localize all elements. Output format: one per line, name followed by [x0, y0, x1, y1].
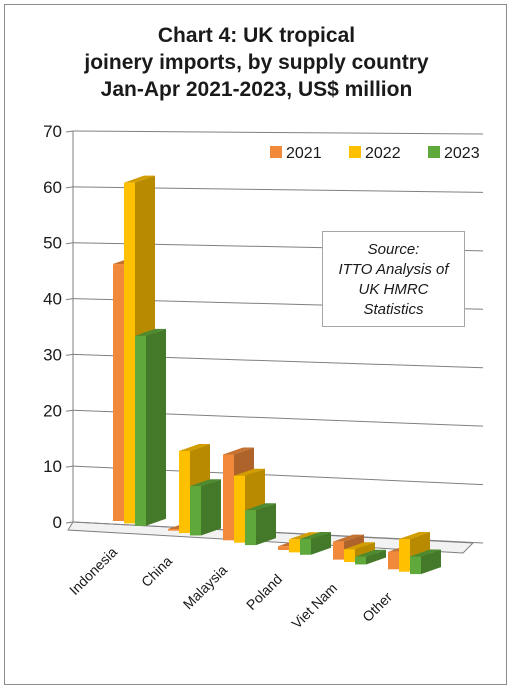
- y-tick-mark: [65, 130, 74, 133]
- chart-title-line-2: joinery imports, by supply country: [84, 51, 429, 74]
- y-tick-mark: [65, 465, 74, 468]
- legend-swatch-2023: [428, 146, 440, 158]
- source-line-1: Source:: [367, 241, 420, 258]
- chart-title: Chart 4: UK tropical joinery imports, by…: [0, 22, 513, 103]
- legend-swatch-2022: [349, 146, 361, 158]
- gridline: [72, 130, 484, 135]
- legend-label-2023: 2023: [444, 145, 480, 162]
- legend-label-2022: 2022: [365, 145, 401, 162]
- bars: [113, 175, 441, 575]
- y-tick-label: 40: [43, 290, 62, 309]
- chart-title-line-3: Jan-Apr 2021-2023, US$ million: [100, 78, 413, 101]
- y-tick-mark: [65, 409, 74, 412]
- chart-title-line-1: Chart 4: UK tropical: [157, 24, 356, 47]
- y-tick-label: 60: [43, 178, 62, 197]
- legend: 2021 2022 2023: [270, 145, 480, 162]
- bar-indonesia-2023: [135, 328, 166, 526]
- bar-malaysia-2023: [245, 503, 276, 546]
- y-tick-mark: [65, 353, 74, 356]
- x-tick-label: China: [138, 553, 175, 590]
- y-tick-label: 70: [43, 122, 62, 141]
- x-tick-label: Indonesia: [66, 544, 120, 598]
- source-annotation: Source: ITTO Analysis of UK HMRC Statist…: [322, 231, 465, 327]
- source-line-3: UK HMRC: [358, 281, 429, 298]
- y-tick-mark: [65, 521, 74, 524]
- x-tick-label: Viet Nam: [288, 580, 340, 632]
- y-tick-mark: [65, 186, 74, 189]
- y-tick-label: 10: [43, 457, 62, 476]
- y-tick-label: 0: [53, 513, 62, 532]
- y-tick-label: 20: [43, 401, 62, 420]
- source-line-4: Statistics: [363, 301, 424, 318]
- y-tick-mark: [65, 242, 74, 245]
- source-line-2: ITTO Analysis of: [338, 261, 449, 278]
- y-axis-ticks: 0 10 20 30 40 50 60 70: [43, 122, 62, 532]
- y-tick-mark: [65, 298, 74, 301]
- legend-label-2021: 2021: [286, 145, 322, 162]
- bar-viet-nam-2023: [355, 549, 386, 565]
- bar-poland-2023: [300, 532, 331, 555]
- legend-swatch-2021: [270, 146, 282, 158]
- y-tick-label: 30: [43, 345, 62, 364]
- bar-other-2023: [410, 549, 441, 575]
- x-tick-label: Poland: [243, 571, 285, 613]
- x-tick-label: Other: [359, 589, 395, 625]
- x-tick-label: Malaysia: [180, 562, 231, 613]
- y-tick-label: 50: [43, 234, 62, 253]
- bar-china-2023: [190, 479, 221, 536]
